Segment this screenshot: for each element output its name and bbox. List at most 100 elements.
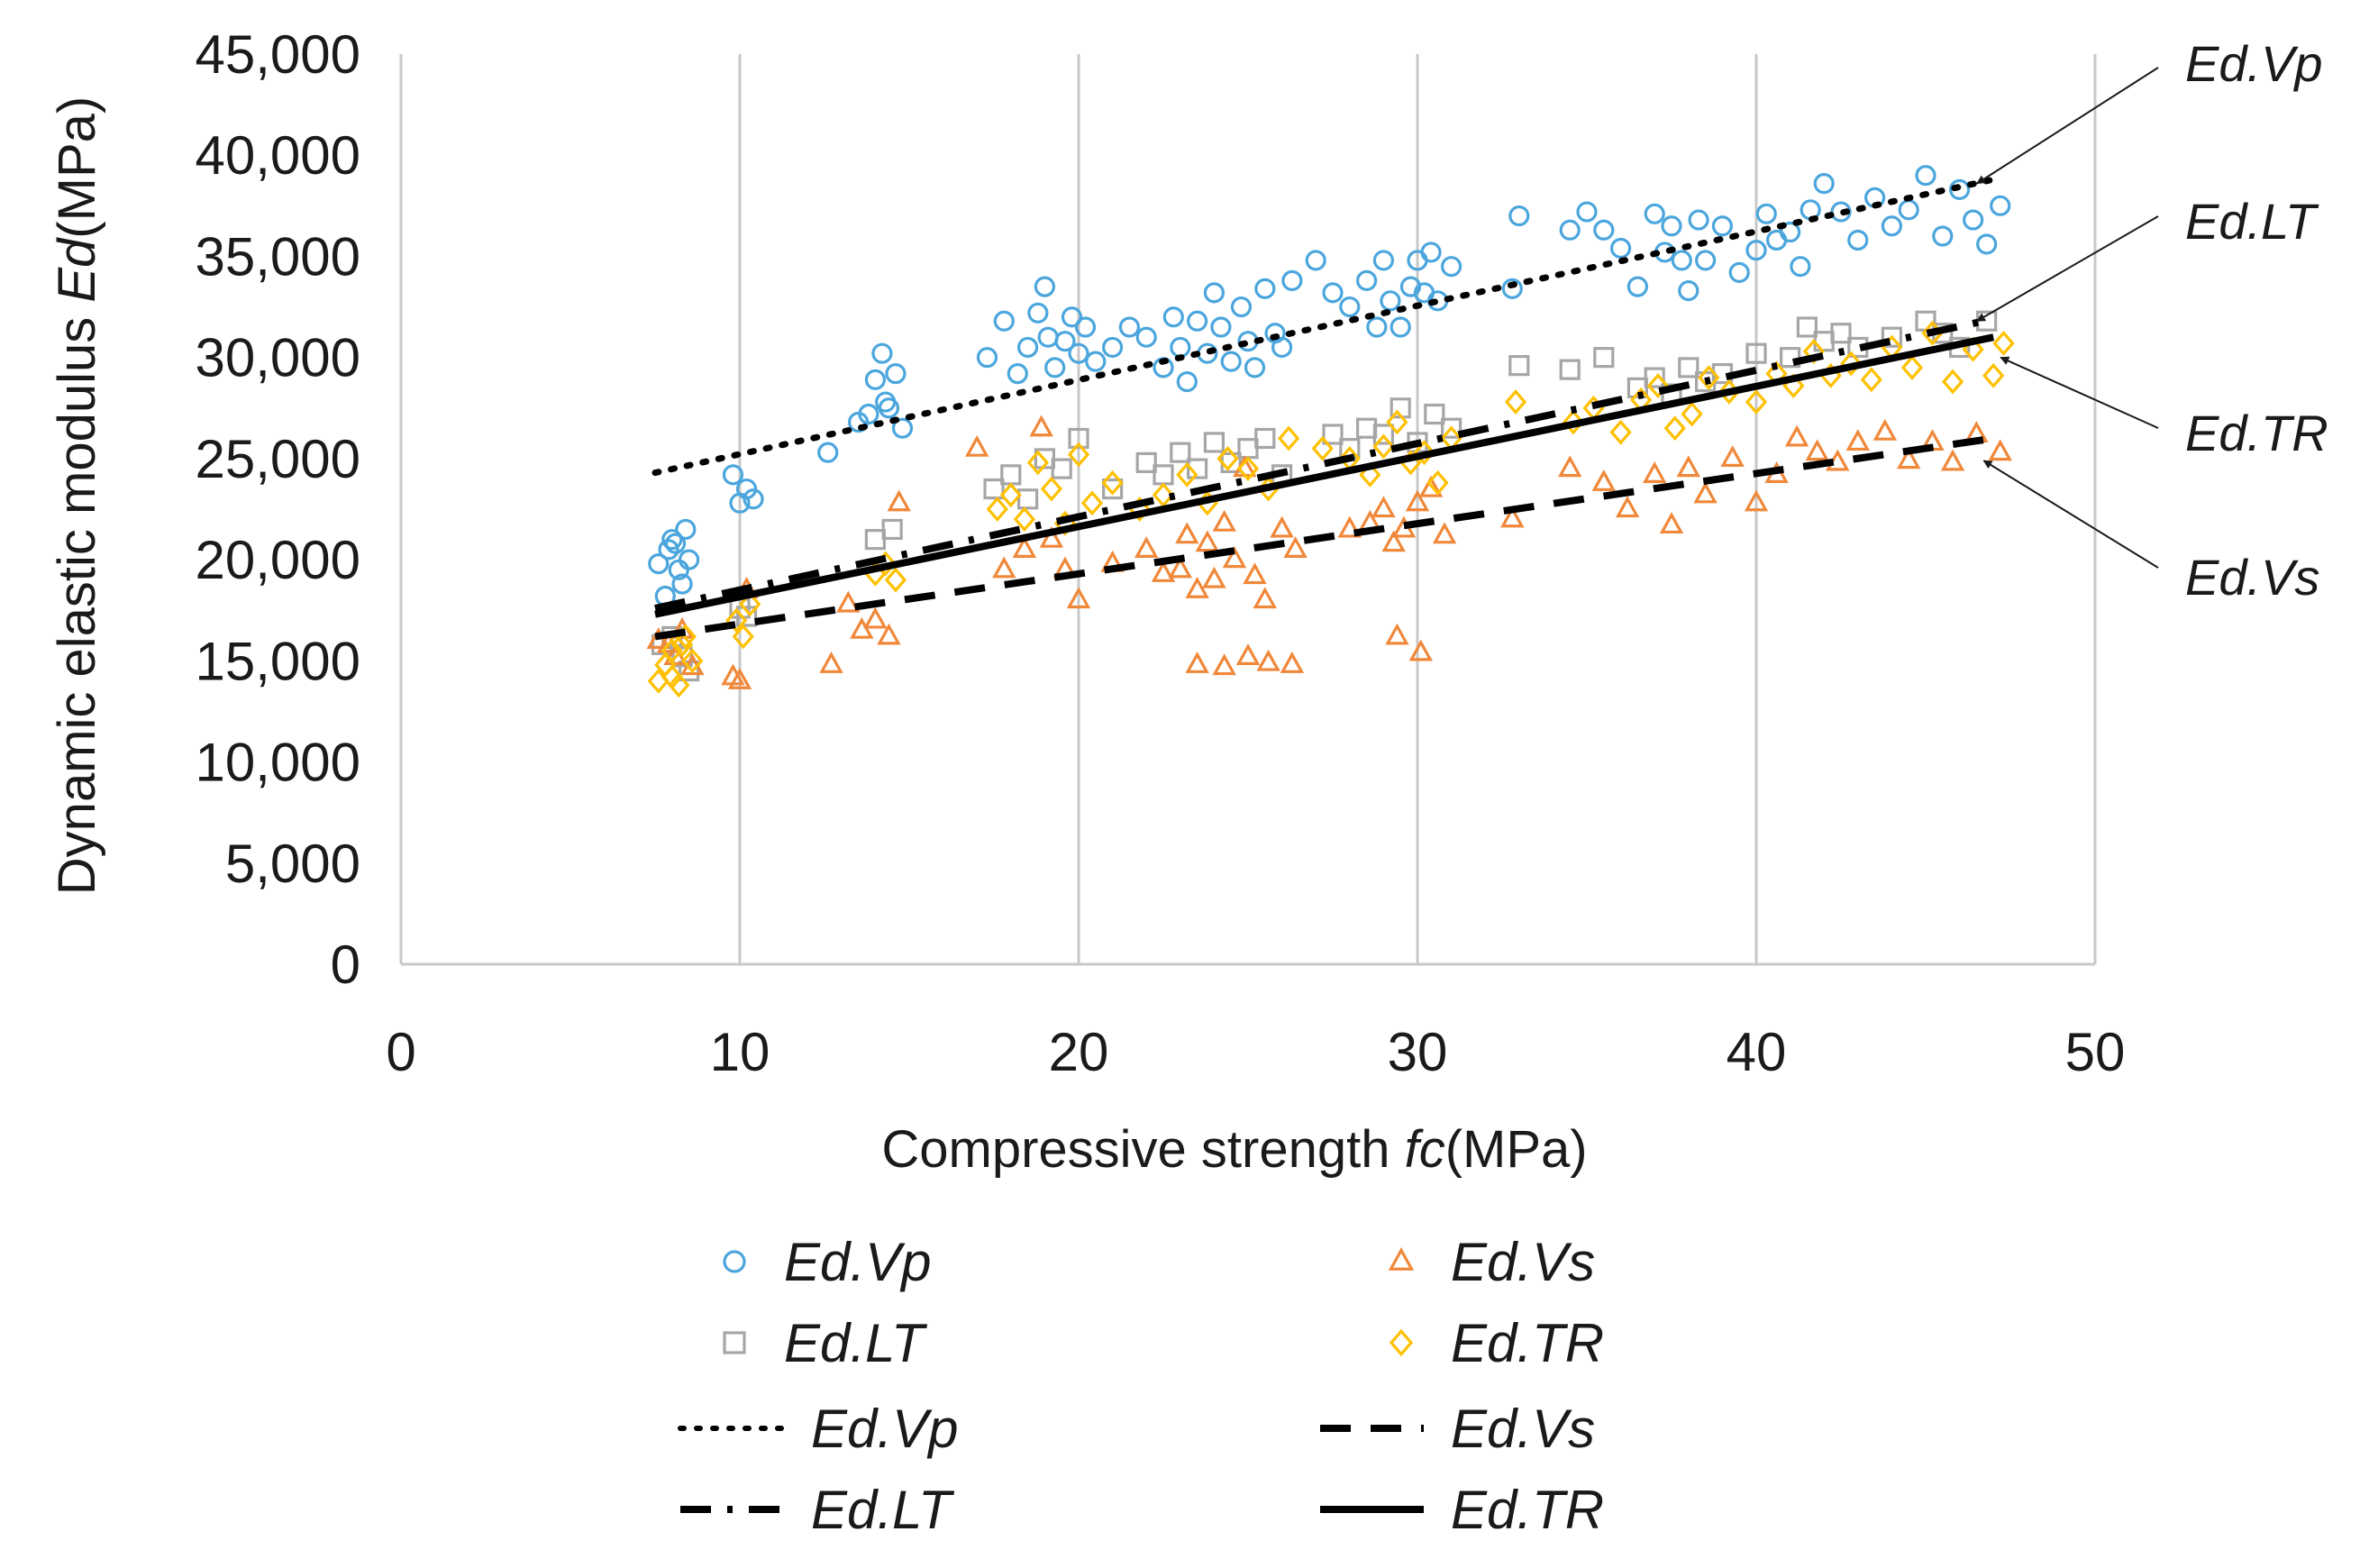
data-point: [1440, 256, 1462, 278]
data-point: [1337, 515, 1362, 538]
data-point: [1322, 282, 1344, 304]
data-point: [1988, 439, 2012, 461]
legend-label: Ed.Vs: [1451, 1399, 1595, 1459]
data-point: [1381, 530, 1406, 552]
data-point: [1080, 490, 1104, 516]
trendline-dotted: [652, 176, 1997, 477]
data-point: [1755, 203, 1777, 224]
y-tick-label: 25,000: [195, 429, 360, 489]
data-point: [1562, 409, 1585, 435]
data-point: [864, 529, 887, 551]
data-point: [1153, 464, 1174, 486]
y-axis-title: Dynamic elastic modulus Ed(MPa): [48, 96, 106, 895]
legend-marker: [1388, 1247, 1415, 1271]
data-point: [1390, 316, 1411, 338]
legend-item: Ed.Vs: [1388, 1232, 1595, 1292]
annotation-arrow: [2000, 356, 2159, 429]
data-point: [1051, 458, 1072, 479]
data-point: [1990, 195, 2011, 216]
data-point: [1500, 506, 1525, 528]
data-point: [1085, 351, 1107, 372]
data-point: [675, 518, 697, 541]
data-point: [983, 478, 1005, 500]
data-point: [1593, 219, 1615, 241]
data-point: [1216, 445, 1239, 471]
data-point: [1900, 354, 1924, 380]
x-tick-label: 0: [386, 1022, 415, 1082]
data-point: [1372, 250, 1395, 271]
x-axis-title: Compressive strength fc(MPa): [881, 1120, 1587, 1179]
data-point: [875, 391, 897, 413]
data-point: [1359, 461, 1381, 488]
data-point: [1693, 481, 1718, 504]
trendline-dash-dot: [654, 315, 1995, 612]
data-point: [1408, 639, 1433, 661]
legend: Ed.Vp Ed.Vs Ed.LT Ed.TR Ed.Vp Ed.Vs Ed.LT Ed.TR: [678, 1232, 1604, 1540]
legend-label: Ed.TR: [1451, 1313, 1604, 1373]
data-point: [1186, 310, 1208, 332]
data-point: [732, 624, 754, 650]
data-point: [1277, 425, 1300, 451]
data-point: [891, 417, 914, 439]
data-point: [1013, 506, 1035, 533]
data-point: [1744, 489, 1769, 512]
x-tick-label: 10: [710, 1022, 770, 1082]
data-point: [725, 607, 748, 634]
y-tick-label: 10,000: [195, 733, 360, 793]
trendline-solid: [654, 333, 1995, 618]
data-point: [1845, 429, 1871, 451]
data-point: [1504, 389, 1527, 415]
data-point: [1847, 229, 1869, 251]
data-point: [1380, 290, 1401, 312]
data-point: [1745, 342, 1767, 364]
data-point: [1244, 357, 1266, 378]
data-point: [1101, 336, 1124, 359]
data-point: [1557, 455, 1582, 478]
annotations-layer: Ed.Vp Ed.LT Ed.TR Ed.Vs: [1976, 35, 2328, 606]
data-point: [1559, 359, 1581, 380]
annotation-label: Ed.LT: [2185, 193, 2319, 250]
data-point: [1185, 652, 1209, 673]
data-point: [1281, 269, 1303, 291]
data-point: [1254, 427, 1276, 450]
data-point: [1152, 482, 1175, 508]
data-point: [1898, 199, 1919, 221]
data-point: [1311, 435, 1334, 461]
data-point: [1609, 237, 1632, 260]
data-point: [1661, 215, 1682, 237]
data-point: [986, 497, 1008, 522]
legend-item: Ed.Vp: [723, 1232, 931, 1292]
data-point: [663, 643, 688, 665]
data-point: [1615, 496, 1640, 518]
data-point: [1681, 401, 1703, 427]
data-point: [884, 567, 907, 593]
data-point: [976, 347, 998, 369]
data-point: [1745, 240, 1767, 261]
data-point: [1355, 417, 1378, 439]
data-point: [1039, 525, 1064, 548]
data-point: [1420, 242, 1442, 263]
legend-item: Ed.LT: [680, 1480, 955, 1540]
legend-label: Ed.TR: [1451, 1480, 1604, 1540]
points-layer: [646, 165, 2015, 698]
data-point: [681, 648, 704, 674]
data-point: [1280, 652, 1305, 673]
data-point: [1027, 302, 1049, 324]
data-point: [1000, 464, 1022, 486]
data-point: [1222, 546, 1247, 569]
data-point: [1508, 355, 1530, 377]
y-tick-label: 35,000: [195, 226, 360, 287]
data-point: [1256, 649, 1280, 671]
data-point: [1982, 362, 2005, 388]
data-point: [864, 369, 887, 390]
data-point: [1424, 403, 1445, 425]
legend-item: Ed.Vs: [1320, 1399, 1595, 1459]
data-point: [1176, 461, 1198, 488]
data-point: [1271, 336, 1293, 359]
data-point: [1881, 326, 1902, 348]
data-point: [1593, 347, 1615, 369]
data-point: [1372, 433, 1395, 460]
y-tick-label: 0: [331, 934, 360, 995]
data-point: [1134, 536, 1159, 558]
x-tick-label: 30: [1388, 1022, 1448, 1082]
